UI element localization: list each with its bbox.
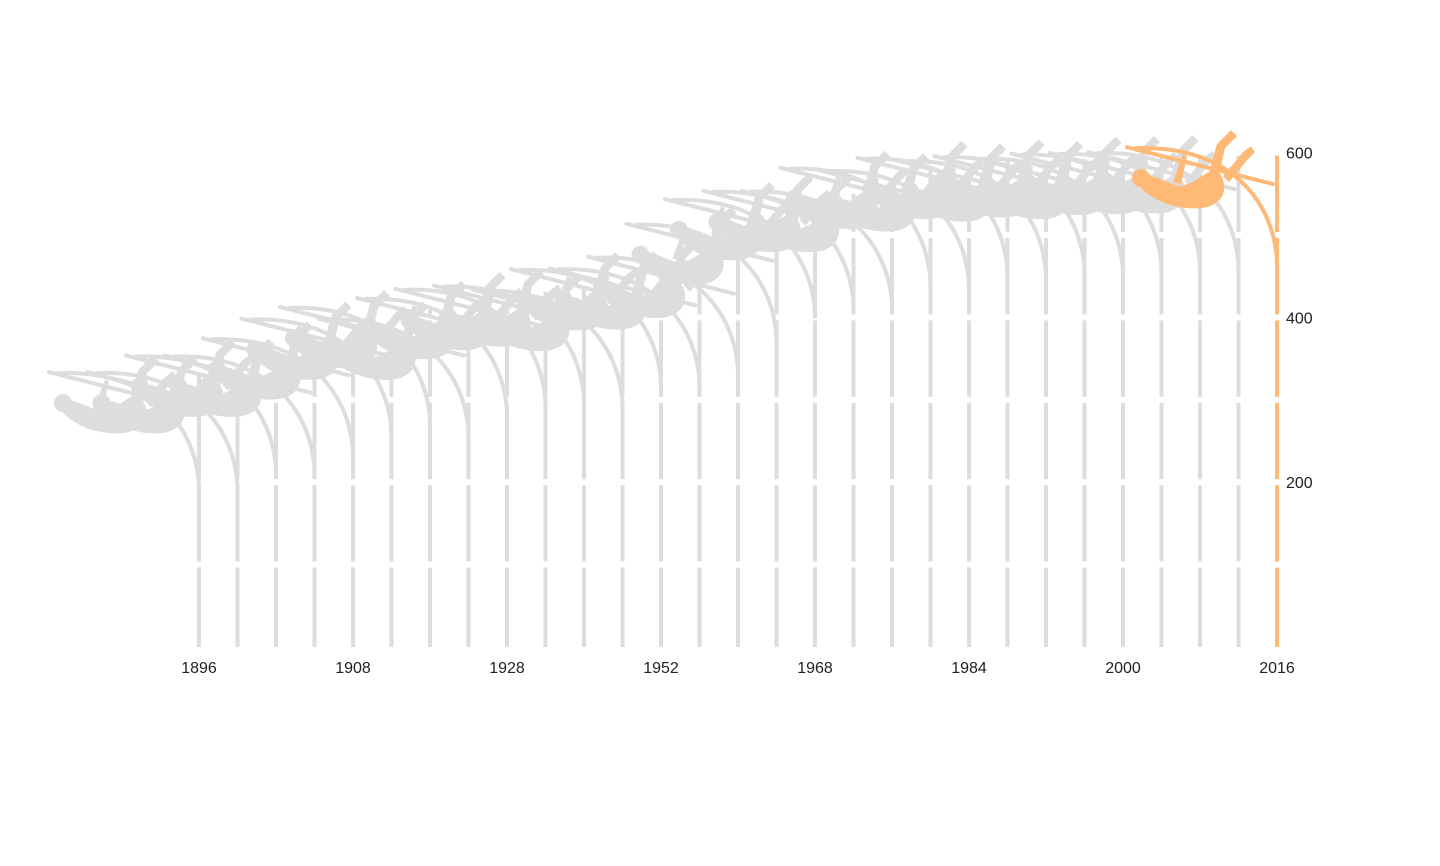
y-axis: 200 400 600 <box>1286 146 1313 493</box>
x-tick-label-1928: 1928 <box>489 660 525 677</box>
x-tick-label-1952: 1952 <box>643 660 679 677</box>
y-tick-label-600: 600 <box>1286 146 1313 163</box>
vaulters-layer <box>47 130 1279 492</box>
x-axis: 1896 1908 1928 1952 1968 1984 2000 2016 <box>181 660 1295 677</box>
x-tick-label-2016: 2016 <box>1259 660 1295 677</box>
gridline-gap-300 <box>193 396 1283 403</box>
y-tick-label-200: 200 <box>1286 475 1313 492</box>
gridline-gap-400 <box>193 314 1283 321</box>
x-tick-label-1908: 1908 <box>335 660 371 677</box>
gridline-gap-600 <box>193 149 1283 156</box>
y-tick-label-400: 400 <box>1286 310 1313 327</box>
vaulter-icon-2016 <box>1125 130 1279 267</box>
x-tick-label-1984: 1984 <box>951 660 987 677</box>
x-tick-label-2000: 2000 <box>1105 660 1141 677</box>
gridline-gap-200 <box>193 479 1283 486</box>
x-tick-label-1896: 1896 <box>181 660 217 677</box>
x-tick-label-1968: 1968 <box>797 660 833 677</box>
gridline-gap-100 <box>193 561 1283 568</box>
